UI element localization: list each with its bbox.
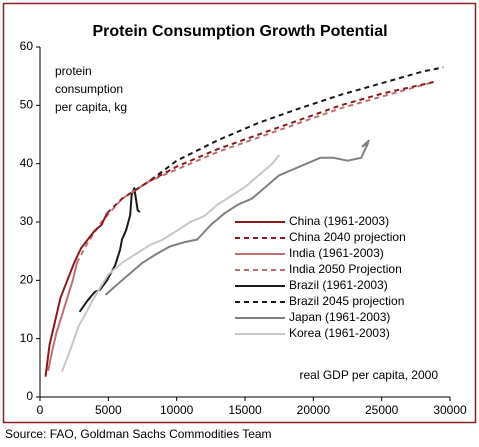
y-axis-label: protein <box>55 64 92 78</box>
series-line <box>106 81 434 215</box>
series-line <box>60 154 280 373</box>
legend-label: Japan (1961-2003) <box>289 310 390 324</box>
y-tick-label: 60 <box>20 39 34 53</box>
x-tick-label: 25000 <box>365 403 399 417</box>
legend-label: China 2040 projection <box>289 230 406 244</box>
series-line <box>135 66 444 191</box>
legend-label: China (1961-2003) <box>289 214 389 228</box>
y-tick-label: 30 <box>20 214 34 228</box>
x-axis-label: real GDP per capita, 2000 <box>299 368 438 382</box>
frame <box>2 2 477 424</box>
x-tick-label: 15000 <box>228 403 262 417</box>
legend-label: Brazil (1961-2003) <box>289 278 388 292</box>
series-line <box>47 262 78 371</box>
x-tick-label: 0 <box>37 403 44 417</box>
series-line <box>104 139 371 296</box>
series-line <box>44 212 108 377</box>
legend-label: India (1961-2003) <box>289 246 384 260</box>
y-tick-label: 20 <box>20 273 34 287</box>
x-tick-label: 10000 <box>160 403 194 417</box>
series-line <box>76 81 434 264</box>
y-tick-label: 10 <box>20 331 34 345</box>
y-axis-label: per capita, kg <box>55 100 127 114</box>
x-tick-label: 5000 <box>95 403 122 417</box>
y-tick-label: 50 <box>20 98 34 112</box>
series-line <box>78 187 141 313</box>
y-tick-label: 0 <box>26 389 33 403</box>
legend-label: Brazil 2045 projection <box>289 294 404 308</box>
legend-label: India 2050 Projection <box>289 262 402 276</box>
y-axis-label: consumption <box>55 82 123 96</box>
source: Source: FAO, Goldman Sachs Commodities T… <box>5 427 272 441</box>
y-tick-label: 40 <box>20 156 34 170</box>
legend-label: Korea (1961-2003) <box>289 326 390 340</box>
x-tick-label: 30000 <box>433 403 467 417</box>
chart-title: Protein Consumption Growth Potential <box>92 23 387 40</box>
x-tick-label: 20000 <box>297 403 331 417</box>
